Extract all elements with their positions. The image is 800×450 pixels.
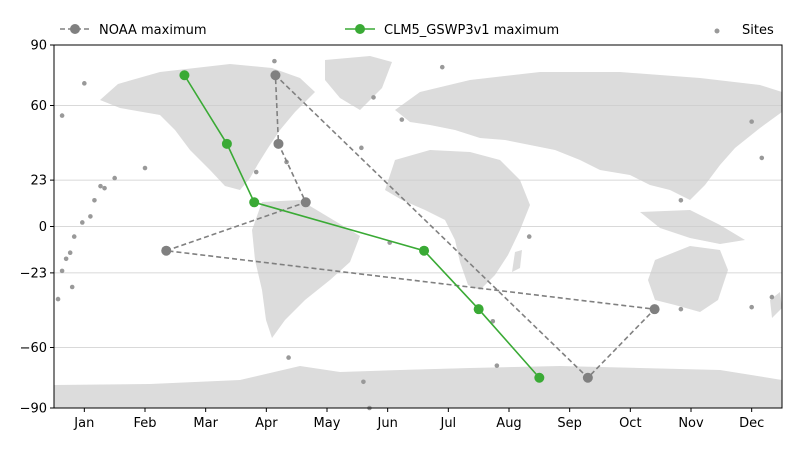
- y-tick-label: 0: [39, 220, 47, 235]
- x-tick-label: Aug: [496, 416, 521, 431]
- x-tick-label: Mar: [193, 416, 218, 431]
- y-grid: [54, 105, 782, 348]
- site-point: [92, 197, 97, 203]
- x-tick-label: Nov: [678, 416, 704, 431]
- site-point: [371, 95, 376, 100]
- site-point: [749, 119, 754, 124]
- legend-entry-clm5: CLM5_GSWP3v1 maximum: [345, 23, 559, 38]
- map-north-america: [100, 64, 315, 190]
- noaa-maximum-point: [582, 372, 593, 383]
- clm5-maximum-point: [473, 304, 484, 315]
- site-point: [759, 155, 765, 161]
- map-southeast-asia: [640, 210, 745, 244]
- site-point: [67, 250, 73, 256]
- site-point: [98, 183, 103, 189]
- map-greenland: [325, 56, 392, 110]
- site-point: [142, 165, 148, 171]
- site-point: [80, 220, 85, 225]
- site-point: [272, 58, 277, 64]
- x-tick-label: Sep: [557, 416, 582, 431]
- site-point: [82, 81, 87, 86]
- y-tick-label: 90: [30, 39, 47, 54]
- site-point: [102, 185, 107, 191]
- legend-sites-label: Sites: [742, 23, 774, 38]
- legend-clm5-marker: [355, 24, 365, 34]
- site-point: [361, 379, 366, 385]
- x-tick-label: Feb: [133, 416, 156, 431]
- world-map: [54, 56, 782, 408]
- clm5-maximum-point: [249, 197, 260, 208]
- site-point: [749, 304, 754, 310]
- x-tick-label: Jan: [73, 416, 94, 431]
- noaa-maximum-point: [270, 70, 281, 81]
- site-point: [59, 268, 65, 274]
- x-tick-label: May: [314, 416, 341, 431]
- site-point: [678, 197, 684, 203]
- site-point: [399, 117, 405, 122]
- site-point: [678, 306, 684, 312]
- noaa-maximum-point: [300, 197, 311, 208]
- legend-noaa-marker: [70, 24, 80, 34]
- site-point: [769, 294, 775, 300]
- map-south-america: [252, 200, 360, 338]
- map-antarctica: [54, 366, 782, 408]
- x-tick-label: Jul: [439, 416, 456, 431]
- y-tick-label: −23: [20, 266, 47, 281]
- site-point: [490, 318, 496, 324]
- clm5-maximum-point: [179, 70, 190, 81]
- site-point: [63, 256, 69, 262]
- x-tick-label: Oct: [619, 416, 641, 431]
- noaa-maximum-point: [649, 304, 660, 315]
- noaa-maximum-point: [161, 245, 172, 256]
- clm5-maximum-point: [419, 245, 430, 256]
- site-point: [88, 214, 93, 219]
- map-madagascar: [512, 250, 522, 272]
- site-point: [439, 64, 445, 70]
- map-africa: [385, 150, 530, 290]
- legend-sites-marker: [714, 28, 720, 34]
- y-axis: 90 60 23 0 −23 −60 −90: [20, 39, 54, 417]
- site-point: [55, 296, 61, 302]
- site-point: [112, 175, 117, 181]
- legend: NOAA maximum CLM5_GSWP3v1 maximum Sites: [60, 23, 774, 38]
- legend-noaa-label: NOAA maximum: [99, 23, 207, 38]
- clm5-maximum-point: [221, 138, 232, 149]
- series-markers: [161, 70, 660, 383]
- legend-entry-sites: Sites: [714, 23, 774, 38]
- site-point: [494, 363, 500, 368]
- site-point: [359, 145, 364, 151]
- site-point: [526, 234, 532, 239]
- x-tick-label: Dec: [739, 416, 764, 431]
- y-tick-label: 23: [30, 174, 47, 189]
- map-europe-asia: [395, 72, 782, 200]
- clm5-maximum-point: [534, 372, 545, 383]
- site-point: [286, 355, 291, 360]
- site-point: [59, 113, 65, 118]
- site-point: [71, 234, 77, 239]
- x-axis: Jan Feb Mar Apr May Jun Jul Aug Sep Oct Nov Dec: [73, 408, 764, 431]
- legend-clm5-label: CLM5_GSWP3v1 maximum: [384, 23, 559, 38]
- y-tick-label: −60: [20, 341, 47, 356]
- legend-entry-noaa: NOAA maximum: [60, 23, 207, 38]
- y-tick-label: −90: [20, 402, 47, 417]
- site-point: [69, 284, 75, 290]
- map-australia: [648, 246, 728, 312]
- x-tick-label: Apr: [255, 416, 278, 431]
- noaa-maximum-point: [273, 138, 284, 149]
- x-tick-label: Jun: [377, 416, 398, 431]
- y-tick-label: 60: [30, 99, 47, 114]
- clm5-maximum-line: [183, 74, 540, 379]
- site-point: [253, 169, 259, 175]
